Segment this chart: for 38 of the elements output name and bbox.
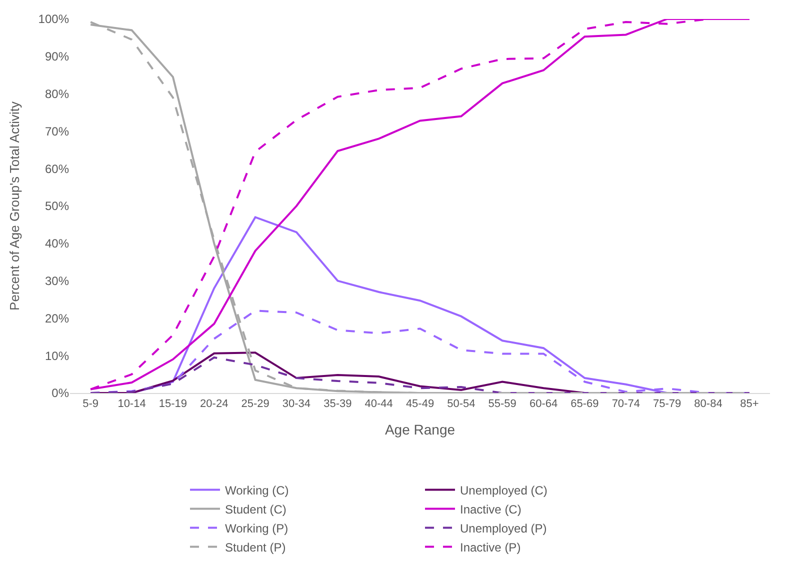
legend-label: Unemployed (P) <box>460 521 547 536</box>
legend-label: Student (C) <box>225 502 286 516</box>
y-tick-label: 60% <box>44 162 70 176</box>
x-tick-label: 40-44 <box>364 398 393 410</box>
x-tick-label: 60-64 <box>529 398 558 410</box>
legend-label: Working (P) <box>225 521 288 536</box>
legend-label: Working (C) <box>225 483 289 498</box>
y-tick-label: 80% <box>44 87 70 101</box>
x-tick-label: 75-79 <box>652 398 682 410</box>
y-tick-label: 10% <box>44 348 70 363</box>
y-tick-label: 20% <box>44 311 70 326</box>
x-tick-label: 65-69 <box>570 398 599 410</box>
y-tick-label: 0% <box>52 386 70 400</box>
y-axis-title: Percent of Age Group's Total Activity <box>7 101 22 310</box>
x-tick-label: 80-84 <box>694 398 722 410</box>
x-tick-label: 35-39 <box>324 398 352 410</box>
y-tick-label: 70% <box>44 124 70 138</box>
x-tick-label: 20-24 <box>200 398 228 410</box>
x-tick-label: 70-74 <box>612 398 640 410</box>
x-tick-label: 25-29 <box>241 398 270 410</box>
x-tick-label: 50-54 <box>447 398 476 410</box>
legend-label: Student (P) <box>225 540 286 554</box>
y-tick-label: 50% <box>44 199 70 214</box>
legend-label: Unemployed (C) <box>460 483 548 498</box>
x-tick-label: 10-14 <box>118 398 146 410</box>
y-tick-label: 90% <box>44 50 70 64</box>
x-tick-label: 30-34 <box>282 398 311 410</box>
x-tick-label: 45-49 <box>406 398 434 410</box>
y-tick-label: 100% <box>38 12 70 26</box>
x-tick-label: 5-9 <box>82 398 99 410</box>
x-tick-label: 85+ <box>740 398 759 410</box>
legend-label: Inactive (C) <box>460 502 522 516</box>
y-tick-label: 30% <box>44 274 70 288</box>
y-tick-label: 40% <box>44 236 70 251</box>
x-tick-label: 15-19 <box>158 398 188 410</box>
x-tick-label: 55-59 <box>488 398 516 410</box>
x-axis-title: Age Range <box>384 422 456 438</box>
legend-label: Inactive (P) <box>460 540 521 554</box>
